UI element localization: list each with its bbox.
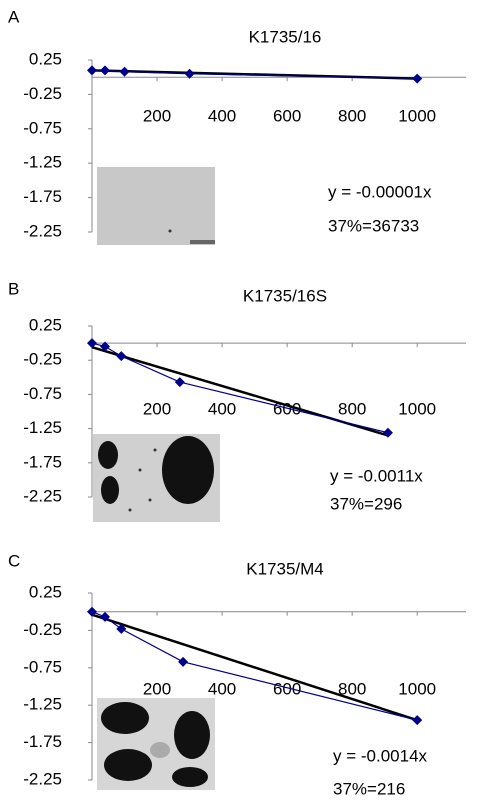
- data-point: [87, 338, 97, 349]
- y-tick-label: -0.75: [23, 657, 62, 676]
- chart-title: K1735/M4: [246, 559, 324, 578]
- chart-title: K1735/16S: [243, 286, 327, 305]
- data-point: [100, 341, 111, 352]
- x-tick-label: 600: [273, 106, 301, 125]
- x-tick-label: 800: [338, 399, 366, 418]
- inset-image: [93, 434, 220, 522]
- annotation: y = -0.0014x: [333, 746, 428, 765]
- y-tick-label: -1.25: [23, 153, 62, 172]
- y-tick-label: 0.25: [29, 582, 62, 601]
- y-tick-label: -2.25: [23, 221, 62, 240]
- y-tick-label: -1.25: [23, 695, 62, 714]
- data-point: [116, 351, 127, 362]
- data-point: [178, 656, 189, 667]
- x-tick-label: 600: [273, 679, 301, 698]
- data-point: [412, 73, 423, 84]
- inset-image: [97, 167, 215, 245]
- series-line: [91, 342, 389, 434]
- chart-title: K1735/16: [249, 27, 322, 46]
- y-tick-label: -2.25: [23, 486, 62, 505]
- data-point: [100, 65, 111, 76]
- x-tick-label: 1000: [398, 679, 436, 698]
- x-tick-label: 800: [338, 679, 366, 698]
- y-tick-label: -0.75: [23, 118, 62, 137]
- x-tick-label: 200: [143, 106, 171, 125]
- annotation: 37%=296: [330, 494, 402, 513]
- y-tick-label: 0.25: [29, 315, 62, 334]
- y-tick-label: -1.75: [23, 452, 62, 471]
- data-point: [184, 68, 195, 79]
- data-point: [100, 611, 111, 622]
- x-tick-label: 400: [208, 399, 236, 418]
- y-tick-label: -1.75: [23, 732, 62, 751]
- y-tick-label: -0.25: [23, 84, 62, 103]
- inset-image: [97, 698, 215, 790]
- y-tick-label: -0.25: [23, 620, 62, 639]
- panel-label: C: [8, 551, 20, 570]
- y-tick-label: -0.75: [23, 384, 62, 403]
- annotation: y = -0.00001x: [328, 182, 432, 201]
- annotation: 37%=36733: [328, 216, 419, 235]
- y-tick-label: 0.25: [29, 49, 62, 68]
- data-point: [87, 606, 97, 617]
- x-tick-label: 400: [208, 106, 236, 125]
- data-point: [116, 623, 127, 634]
- y-tick-label: -2.25: [23, 769, 62, 788]
- data-point: [382, 427, 393, 438]
- y-tick-label: -1.75: [23, 187, 62, 206]
- annotation: 37%=216: [333, 779, 405, 798]
- annotation: y = -0.0011x: [330, 466, 423, 485]
- x-tick-label: 800: [338, 106, 366, 125]
- trendline: [91, 613, 418, 722]
- x-tick-label: 200: [143, 679, 171, 698]
- x-tick-label: 1000: [398, 399, 436, 418]
- x-tick-label: 200: [143, 399, 171, 418]
- panel-label: A: [8, 7, 20, 26]
- y-tick-label: -1.25: [23, 418, 62, 437]
- x-tick-label: 400: [208, 679, 236, 698]
- data-point: [87, 65, 97, 76]
- data-point: [174, 377, 185, 388]
- data-point: [412, 715, 423, 726]
- x-tick-label: 1000: [398, 106, 436, 125]
- data-point: [119, 66, 130, 77]
- panel-label: B: [8, 279, 19, 298]
- y-tick-label: -0.25: [23, 350, 62, 369]
